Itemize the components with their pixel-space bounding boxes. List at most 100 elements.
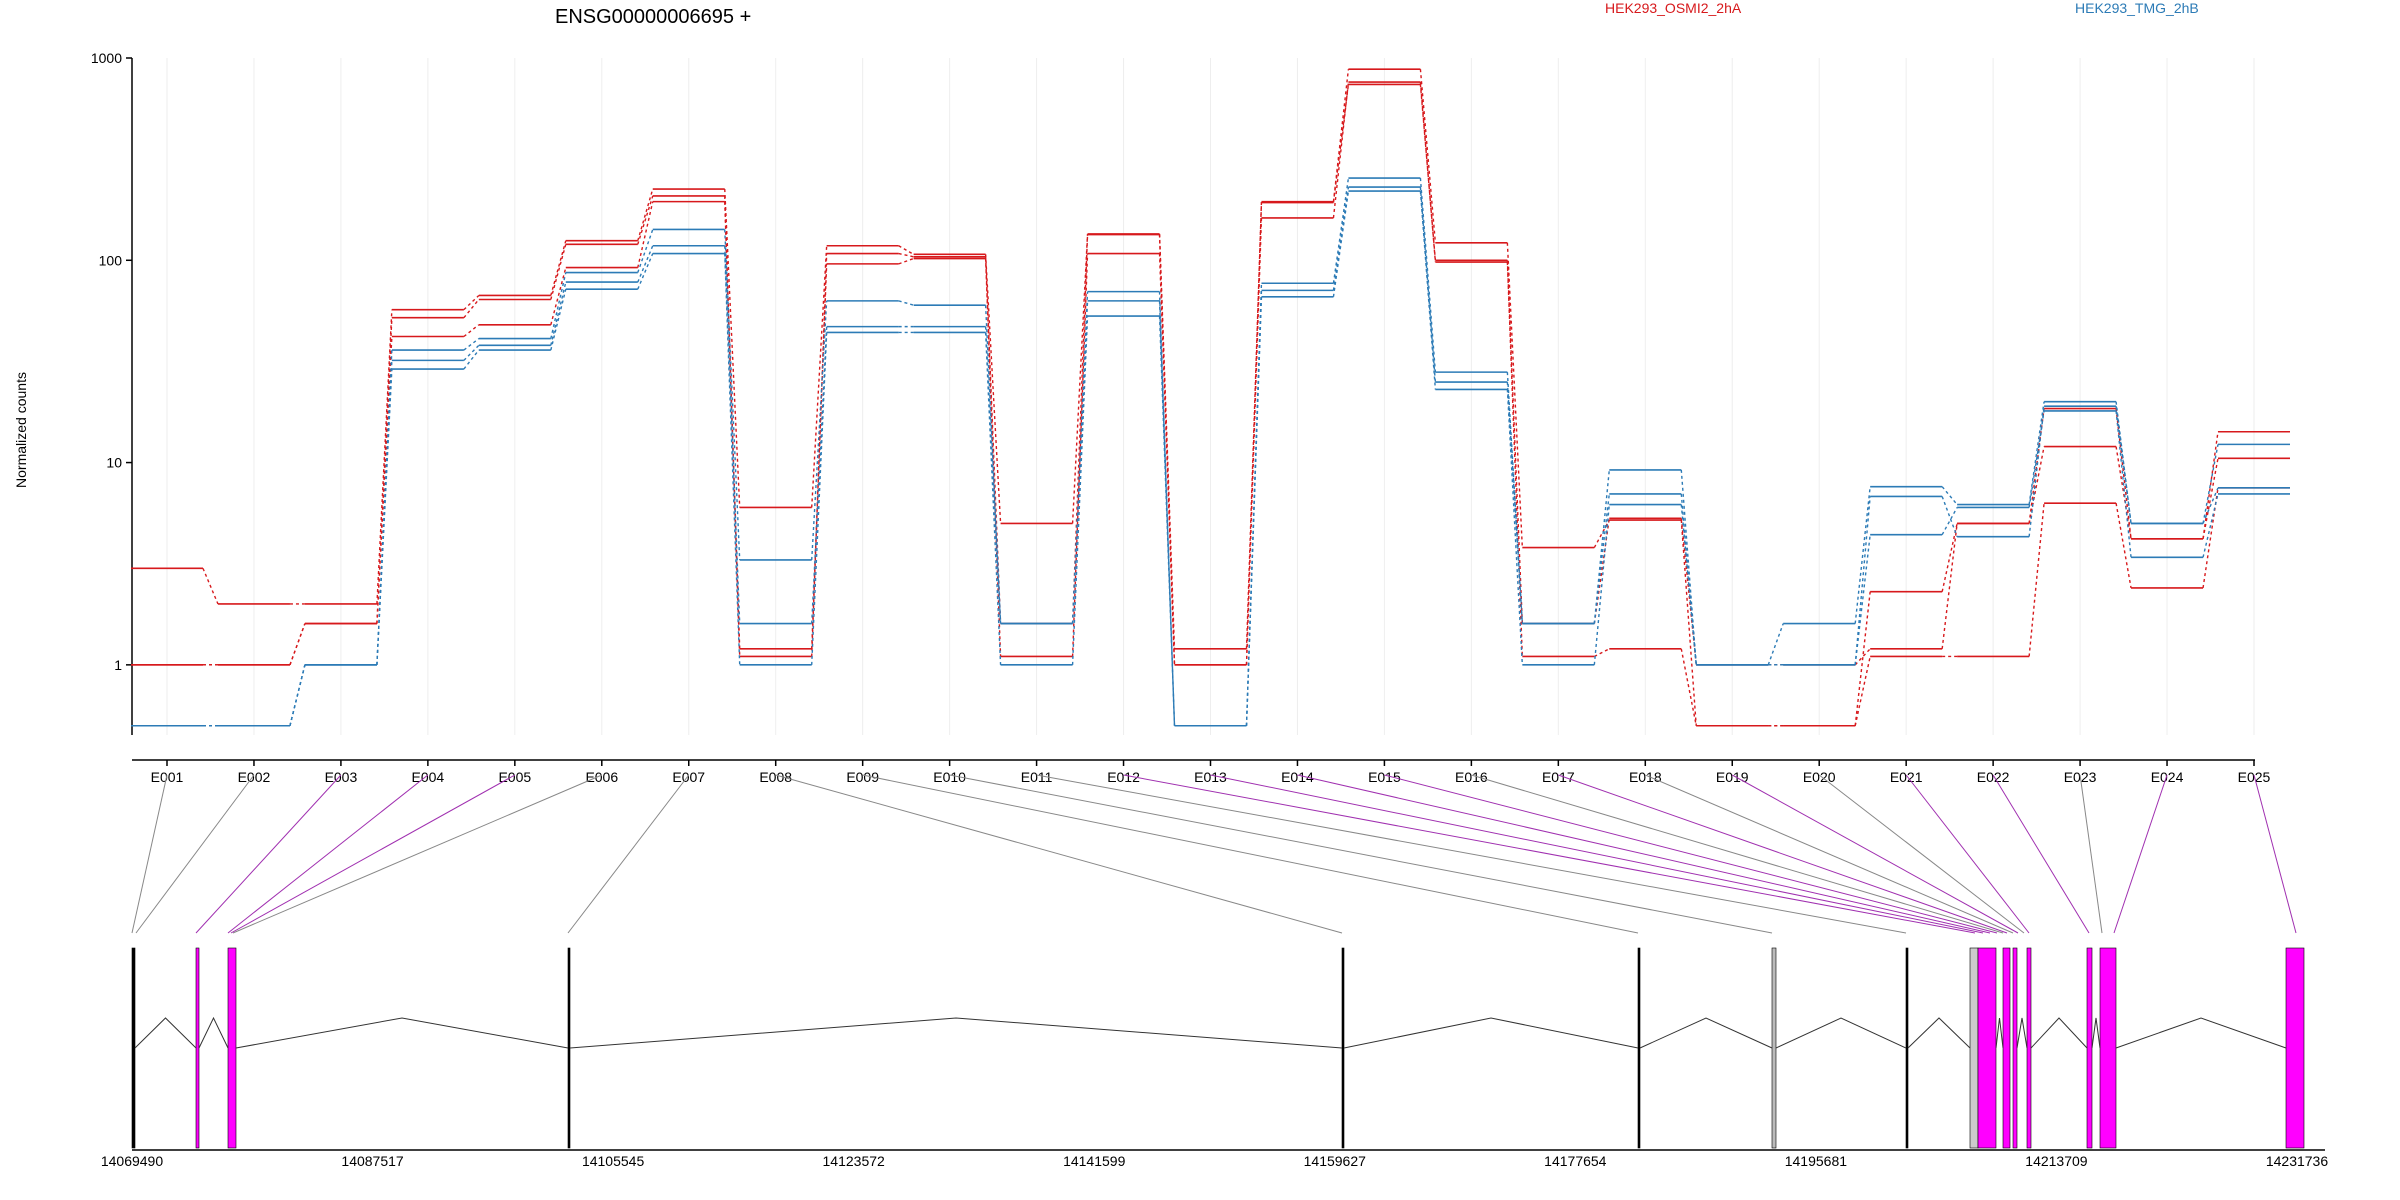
series-connector — [1506, 242, 1524, 548]
series-connector — [724, 189, 741, 508]
x-tick-label: E009 — [846, 769, 879, 785]
series-connector — [811, 300, 828, 561]
exon-connector-line — [1818, 774, 2025, 934]
series-connector — [1854, 486, 1871, 624]
x-tick-label: E002 — [238, 769, 271, 785]
y-tick-label: 1000 — [91, 50, 122, 66]
exon-connector-line — [775, 774, 1343, 934]
series-connector — [1158, 316, 1176, 726]
intron-line — [2091, 1017, 2101, 1049]
x-tick-label: E011 — [1021, 769, 1053, 785]
series-connector — [289, 664, 306, 726]
series-connector — [1419, 187, 1437, 383]
series-connector — [1419, 177, 1437, 373]
series-connector — [376, 317, 393, 624]
y-tick-label: 10 — [106, 455, 122, 471]
series-connector — [637, 253, 654, 290]
y-tick-label: 100 — [99, 252, 123, 268]
exon-block — [1771, 947, 1777, 1149]
series-connector — [1767, 623, 1784, 666]
exon-connector-line — [1992, 774, 2090, 934]
exon-connectors — [131, 774, 2297, 934]
x-tick-label: E013 — [1194, 769, 1227, 785]
series-connector — [1332, 84, 1350, 203]
exon-connector-line — [2253, 774, 2297, 934]
series-connector — [376, 336, 393, 624]
series-connector — [1332, 82, 1350, 218]
exon-block — [2012, 947, 2018, 1149]
series-connector — [811, 332, 828, 665]
series-connector — [550, 288, 567, 351]
exon-connector-line — [1905, 774, 2030, 934]
series-connector — [2202, 493, 2219, 558]
series-lines — [131, 68, 2290, 727]
series-connector — [2202, 487, 2219, 524]
series-connector — [724, 201, 741, 649]
series-connector — [1332, 187, 1350, 291]
series-connector — [463, 299, 480, 319]
series-connector — [1854, 496, 1871, 665]
series-connector — [1506, 382, 1524, 624]
grid — [166, 58, 2255, 735]
series-connector — [898, 257, 914, 265]
intron-line — [569, 1017, 1343, 1049]
series-connector — [898, 300, 914, 306]
exon-connector-line — [1036, 774, 1907, 934]
series-connector — [463, 338, 480, 351]
intron-line — [2016, 1017, 2028, 1049]
exon-block — [1637, 947, 1641, 1149]
series-group — [131, 81, 2290, 727]
x-tick-label: E001 — [151, 769, 184, 785]
intron-line — [2030, 1017, 2088, 1049]
series-connector — [1245, 217, 1263, 665]
intron-line — [1907, 1017, 1971, 1049]
series-connector — [984, 254, 1002, 524]
exon-block — [227, 947, 237, 1149]
series-connector — [1245, 202, 1263, 665]
axes: 1 10 100 1000 E001 E002 E003 E004 E005 E006 E007 E0… — [91, 50, 2271, 785]
series-connector — [463, 324, 480, 338]
series-connector — [376, 309, 393, 604]
series-connector — [202, 568, 219, 605]
x-tick-label: E014 — [1281, 769, 1314, 785]
x-tick-label: E024 — [2151, 769, 2184, 785]
exon-connector-line — [2079, 774, 2103, 934]
series-connector — [1071, 233, 1089, 524]
series-connector — [1854, 591, 1871, 726]
series-connector — [1071, 316, 1089, 665]
series-connector — [1854, 648, 1871, 666]
series-connector — [550, 281, 567, 346]
x-tick-label: E012 — [1107, 769, 1140, 785]
x-tick-label: E020 — [1803, 769, 1836, 785]
intron-line — [2115, 1017, 2287, 1049]
series-connector — [1071, 253, 1089, 657]
x-tick-label: E015 — [1368, 769, 1401, 785]
series-connector — [550, 240, 567, 296]
exon-connector-line — [1732, 774, 2019, 934]
series-connector — [2028, 503, 2045, 657]
exon-block — [2086, 947, 2093, 1149]
series-connector — [1593, 493, 1610, 624]
series-connector — [811, 263, 828, 649]
exon-connector-line — [1123, 774, 1976, 934]
x-tick-label: E006 — [585, 769, 618, 785]
series-connector — [550, 267, 567, 325]
series-connector — [1941, 507, 1958, 536]
exon-connector-line — [230, 774, 516, 934]
series-connector — [724, 253, 741, 665]
series-connector — [811, 253, 828, 657]
series-connector — [1594, 648, 1610, 658]
exon-connector-line — [135, 774, 255, 934]
series-connector — [1332, 69, 1350, 202]
series-connector — [811, 245, 828, 508]
series-connector — [1593, 518, 1610, 624]
genome-coordinate-label: 14087517 — [341, 1153, 404, 1169]
exon-connector-line — [195, 774, 342, 934]
intron-line — [1639, 1017, 1773, 1049]
gene-model: 14069490 14087517 14105545 14123572 14141599… — [101, 947, 2328, 1169]
exon-connector-line — [131, 774, 168, 934]
series-connector — [550, 272, 567, 339]
series-connector — [1419, 82, 1437, 263]
series-connector — [984, 332, 1002, 665]
